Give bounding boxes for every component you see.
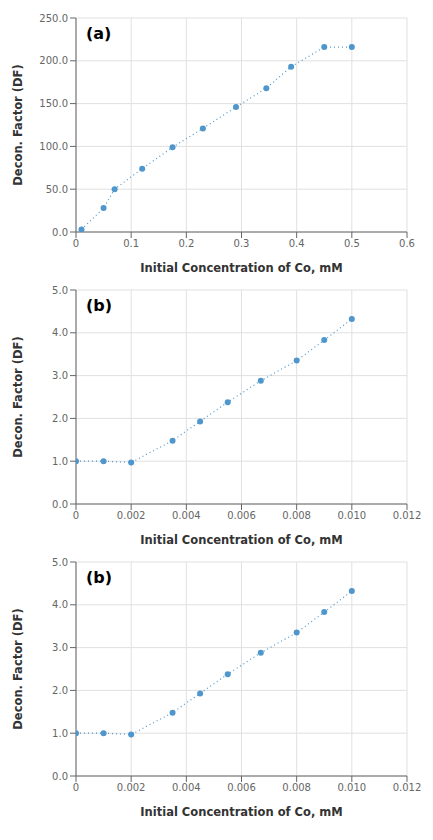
- svg-text:Decon. Factor (DF): Decon. Factor (DF): [11, 336, 25, 457]
- svg-text:0.0: 0.0: [52, 227, 68, 238]
- svg-text:0: 0: [73, 238, 79, 249]
- svg-text:Initial Concentration of Co, m: Initial Concentration of Co, mM: [140, 805, 342, 819]
- svg-text:0.010: 0.010: [338, 510, 367, 521]
- svg-text:Decon. Factor (DF): Decon. Factor (DF): [11, 608, 25, 729]
- svg-text:Decon. Factor (DF): Decon. Factor (DF): [11, 64, 25, 185]
- svg-text:0.5: 0.5: [344, 238, 360, 249]
- svg-text:3.0: 3.0: [52, 370, 68, 381]
- svg-text:250.0: 250.0: [39, 13, 68, 24]
- svg-text:0.004: 0.004: [172, 782, 201, 793]
- svg-text:2.0: 2.0: [52, 413, 68, 424]
- svg-text:0.0: 0.0: [52, 499, 68, 510]
- svg-text:200.0: 200.0: [39, 55, 68, 66]
- svg-text:4.0: 4.0: [52, 599, 68, 610]
- svg-text:0.012: 0.012: [393, 782, 422, 793]
- svg-text:0.004: 0.004: [172, 510, 201, 521]
- svg-text:0.4: 0.4: [289, 238, 305, 249]
- svg-text:0.002: 0.002: [117, 510, 146, 521]
- html-text:(a): (a): [86, 24, 112, 43]
- svg-text:0.002: 0.002: [117, 782, 146, 793]
- svg-text:1.0: 1.0: [52, 456, 68, 467]
- svg-text:5.0: 5.0: [52, 285, 68, 296]
- svg-text:0.012: 0.012: [393, 510, 422, 521]
- svg-text:Initial Concentration of Co, m: Initial Concentration of Co, mM: [140, 533, 342, 547]
- svg-text:0.0: 0.0: [52, 771, 68, 782]
- svg-text:0.008: 0.008: [282, 782, 311, 793]
- html-text:(b): (b): [86, 568, 113, 587]
- svg-text:0: 0: [73, 782, 79, 793]
- svg-text:2.0: 2.0: [52, 685, 68, 696]
- html-text:(b): (b): [86, 296, 113, 315]
- svg-text:0.010: 0.010: [338, 782, 367, 793]
- svg-text:0.3: 0.3: [234, 238, 250, 249]
- svg-text:0.006: 0.006: [227, 782, 256, 793]
- svg-text:0.2: 0.2: [178, 238, 194, 249]
- svg-text:100.0: 100.0: [39, 141, 68, 152]
- svg-text:0.6: 0.6: [399, 238, 415, 249]
- svg-text:4.0: 4.0: [52, 327, 68, 338]
- svg-text:50.0: 50.0: [46, 184, 68, 195]
- svg-text:1.0: 1.0: [52, 728, 68, 739]
- svg-text:3.0: 3.0: [52, 642, 68, 653]
- svg-text:150.0: 150.0: [39, 98, 68, 109]
- svg-text:0.006: 0.006: [227, 510, 256, 521]
- svg-text:0.008: 0.008: [282, 510, 311, 521]
- svg-text:0: 0: [73, 510, 79, 521]
- svg-text:0.1: 0.1: [123, 238, 139, 249]
- svg-text:Initial Concentration of Co, m: Initial Concentration of Co, mM: [140, 261, 342, 275]
- svg-text:5.0: 5.0: [52, 557, 68, 568]
